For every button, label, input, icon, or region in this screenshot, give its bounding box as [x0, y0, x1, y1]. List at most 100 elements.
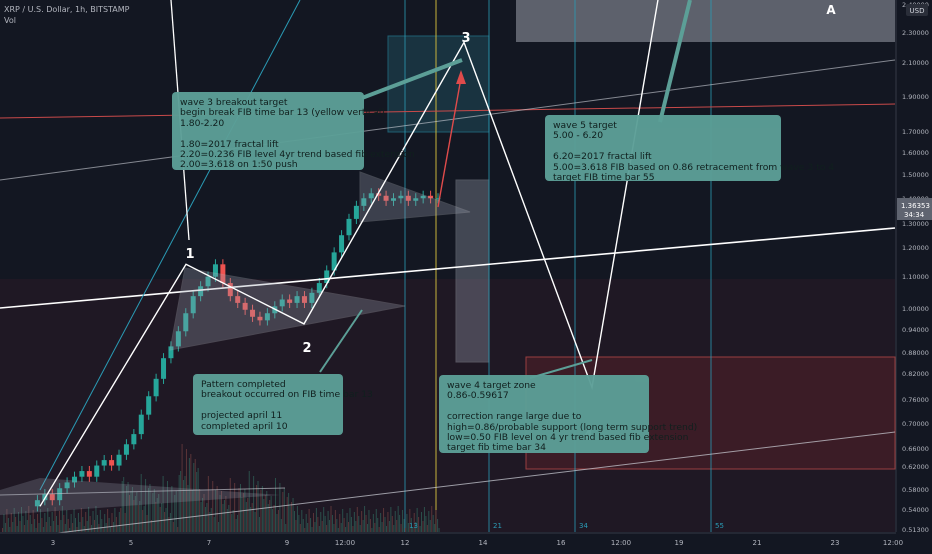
volume-bar [229, 478, 231, 532]
time-tick-label: 9 [285, 539, 289, 547]
volume-bar [175, 491, 177, 532]
candle-body [346, 218, 352, 236]
volume-bar [388, 521, 390, 532]
volume-bar [266, 491, 268, 532]
volume-bar [57, 525, 59, 532]
volume-bar [285, 524, 287, 532]
time-tick-label: 23 [831, 539, 840, 547]
volume-bar [83, 526, 85, 532]
volume-bar [156, 498, 158, 532]
volume-bar [239, 484, 241, 532]
volume-bar [75, 518, 76, 532]
price-tick-label: 0.94000 [902, 326, 929, 334]
volume-bar [218, 522, 220, 532]
volume-bar [381, 522, 383, 532]
fib-time-label: 34 [579, 522, 588, 530]
candle-body [264, 313, 270, 321]
volume-bar [367, 524, 368, 532]
wave-label-3: 3 [461, 31, 470, 46]
volume-bar [72, 523, 74, 532]
volume-bar [145, 479, 147, 532]
volume-bar [256, 485, 258, 532]
note-line: 2.00=3.618 on 1:50 push [180, 159, 298, 171]
note-wave5-target[interactable]: wave 5 target 5.00 - 6.20 6.20=2017 fract… [545, 115, 834, 183]
volume-bar [44, 513, 46, 532]
price-tick-label: 1.20000 [902, 244, 929, 252]
volume-bar [393, 525, 395, 532]
volume-bar [82, 517, 84, 532]
volume-bar [358, 516, 360, 532]
volume-bar [15, 517, 17, 532]
volume-bar [121, 481, 123, 532]
time-axis-panel [0, 533, 932, 550]
note-pattern-completed[interactable]: Pattern completed breakout occurred on FI… [193, 374, 373, 435]
candle-body [316, 283, 322, 293]
volume-bar [136, 492, 138, 532]
note-line: low=0.50 FIB level on 4 yr trend based f… [447, 432, 689, 444]
volume-bar [184, 476, 186, 532]
candle-body [205, 276, 211, 287]
volume-bar [317, 517, 319, 532]
note-line: breakout occurred on FIB time bar 13 [201, 389, 373, 401]
volume-bar [28, 506, 30, 532]
volume-bar [93, 520, 95, 532]
time-tick-label: 12:00 [611, 539, 631, 547]
price-tick-label: 1.10000 [902, 273, 929, 281]
wave-label-2: 2 [302, 341, 311, 356]
volume-bar [371, 528, 373, 532]
candle-body [79, 471, 85, 477]
volume-bar [137, 505, 139, 532]
volume-bar [385, 526, 387, 532]
wave3-triangle-pattern [359, 171, 471, 223]
volume-bar [142, 510, 144, 532]
note-wave4-zone[interactable]: wave 4 target zone 0.86-0.59617 correctio… [439, 375, 697, 453]
volume-bar [410, 518, 412, 532]
candle-body [294, 296, 300, 303]
volume-bar [406, 514, 408, 532]
volume-bar [168, 517, 170, 532]
candle-body [123, 444, 129, 455]
volume-bar [126, 486, 128, 532]
volume-bar [326, 525, 328, 532]
volume-bar [162, 476, 164, 532]
price-tick-label: 0.54000 [902, 506, 929, 514]
volume-bar [404, 528, 406, 532]
fib-time-label: 13 [409, 522, 418, 530]
wave5-channel-box [516, 0, 895, 42]
currency-badge [906, 4, 928, 16]
volume-bar [269, 500, 271, 532]
note-line: wave 4 target zone [447, 380, 536, 391]
volume-bar [397, 506, 399, 532]
time-tick-label: 16 [557, 539, 566, 547]
volume-bar [37, 514, 39, 532]
candle-body [353, 205, 359, 219]
note-line: begin break FIB time bar 13 (yellow vert… [180, 107, 385, 119]
volume-bar [264, 495, 266, 532]
volume-bar [42, 527, 44, 532]
volume-bar [19, 521, 21, 532]
volume-bar [112, 522, 114, 532]
candle-body [57, 488, 63, 501]
candle-body [49, 494, 55, 501]
note-wave3-target[interactable]: wave 3 breakout target begin break FIB ti… [172, 92, 415, 171]
volume-bar [202, 498, 204, 532]
price-tick-label: 1.90000 [902, 93, 929, 101]
volume-bar [235, 519, 237, 532]
volume-bar [416, 508, 418, 532]
volume-bar [337, 528, 339, 532]
volume-bar [16, 526, 18, 532]
volume-bar [213, 517, 215, 532]
volume-bar [139, 501, 141, 532]
volume-bar [254, 512, 256, 532]
note-line: 0.86-0.59617 [447, 390, 509, 402]
volume-bar [63, 515, 65, 532]
volume-bar [423, 507, 425, 532]
price-tick-label: 0.82000 [902, 370, 929, 378]
candle-body [420, 195, 426, 199]
volume-bar [234, 483, 236, 532]
candle-body [101, 460, 107, 466]
volume-bar [231, 514, 233, 532]
volume-bar [295, 520, 297, 532]
